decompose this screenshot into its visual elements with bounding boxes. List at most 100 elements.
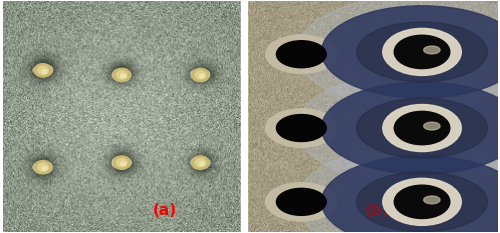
Ellipse shape <box>42 161 50 167</box>
Ellipse shape <box>38 163 48 171</box>
Ellipse shape <box>194 163 201 169</box>
Ellipse shape <box>120 162 126 166</box>
Ellipse shape <box>118 163 126 169</box>
Ellipse shape <box>33 68 41 73</box>
Ellipse shape <box>42 70 47 73</box>
Ellipse shape <box>113 74 119 79</box>
Ellipse shape <box>200 163 208 168</box>
Ellipse shape <box>296 70 500 186</box>
Ellipse shape <box>204 159 210 166</box>
Ellipse shape <box>191 70 200 76</box>
Ellipse shape <box>118 157 126 162</box>
Text: (a): (a) <box>152 203 176 218</box>
Ellipse shape <box>42 167 47 170</box>
Ellipse shape <box>356 98 488 158</box>
Ellipse shape <box>191 72 198 78</box>
Ellipse shape <box>39 71 47 77</box>
Ellipse shape <box>113 156 130 169</box>
Ellipse shape <box>195 71 205 79</box>
Ellipse shape <box>36 168 44 173</box>
Ellipse shape <box>35 69 42 75</box>
Ellipse shape <box>194 69 201 75</box>
Ellipse shape <box>124 72 131 78</box>
Ellipse shape <box>197 157 204 162</box>
Ellipse shape <box>122 73 130 80</box>
Ellipse shape <box>121 69 128 75</box>
Ellipse shape <box>122 158 130 164</box>
Ellipse shape <box>35 66 42 72</box>
Ellipse shape <box>200 162 204 166</box>
Ellipse shape <box>424 122 440 130</box>
Ellipse shape <box>192 156 209 169</box>
Ellipse shape <box>394 185 450 219</box>
Ellipse shape <box>202 70 209 76</box>
Ellipse shape <box>424 196 440 204</box>
Ellipse shape <box>394 35 450 69</box>
Ellipse shape <box>113 68 130 82</box>
Ellipse shape <box>115 157 122 163</box>
Ellipse shape <box>37 70 44 76</box>
Ellipse shape <box>120 74 126 78</box>
Ellipse shape <box>196 75 204 81</box>
Ellipse shape <box>266 109 338 147</box>
Ellipse shape <box>40 64 46 70</box>
Ellipse shape <box>112 72 120 78</box>
Text: (b): (b) <box>364 203 389 218</box>
Ellipse shape <box>112 162 120 167</box>
Ellipse shape <box>42 70 50 76</box>
Ellipse shape <box>124 161 130 167</box>
Ellipse shape <box>36 161 44 167</box>
Ellipse shape <box>383 178 462 225</box>
Ellipse shape <box>116 158 127 167</box>
Ellipse shape <box>46 68 52 73</box>
Ellipse shape <box>34 161 51 174</box>
Ellipse shape <box>44 166 52 172</box>
Ellipse shape <box>112 158 120 164</box>
Ellipse shape <box>40 167 46 173</box>
Ellipse shape <box>202 72 210 78</box>
Ellipse shape <box>113 70 120 76</box>
Ellipse shape <box>116 71 127 79</box>
Ellipse shape <box>40 161 46 167</box>
Ellipse shape <box>201 158 209 164</box>
Ellipse shape <box>200 74 204 78</box>
Ellipse shape <box>118 75 126 81</box>
Ellipse shape <box>195 158 205 167</box>
Ellipse shape <box>42 167 50 173</box>
Ellipse shape <box>34 163 42 168</box>
Ellipse shape <box>356 172 488 232</box>
Ellipse shape <box>36 64 44 71</box>
Ellipse shape <box>120 75 129 81</box>
Ellipse shape <box>44 66 52 71</box>
Ellipse shape <box>276 188 326 215</box>
Ellipse shape <box>44 69 52 75</box>
Ellipse shape <box>38 66 48 75</box>
Ellipse shape <box>322 6 500 98</box>
Ellipse shape <box>192 161 200 167</box>
Ellipse shape <box>32 164 41 170</box>
Ellipse shape <box>276 115 326 141</box>
Ellipse shape <box>424 46 440 54</box>
Ellipse shape <box>192 158 198 164</box>
Ellipse shape <box>199 69 207 75</box>
Ellipse shape <box>202 162 209 167</box>
Ellipse shape <box>122 70 130 76</box>
Ellipse shape <box>42 65 50 71</box>
Ellipse shape <box>383 28 462 75</box>
Ellipse shape <box>123 160 132 165</box>
Ellipse shape <box>34 166 41 172</box>
Ellipse shape <box>200 157 207 163</box>
Ellipse shape <box>196 69 204 74</box>
Ellipse shape <box>115 163 122 168</box>
Ellipse shape <box>200 75 207 81</box>
Ellipse shape <box>192 74 200 79</box>
Ellipse shape <box>34 64 51 77</box>
Ellipse shape <box>44 164 52 170</box>
Ellipse shape <box>383 105 462 151</box>
Ellipse shape <box>191 159 199 166</box>
Ellipse shape <box>322 156 500 233</box>
Ellipse shape <box>201 73 209 79</box>
Ellipse shape <box>192 68 209 82</box>
Ellipse shape <box>121 162 128 168</box>
Ellipse shape <box>266 35 338 74</box>
